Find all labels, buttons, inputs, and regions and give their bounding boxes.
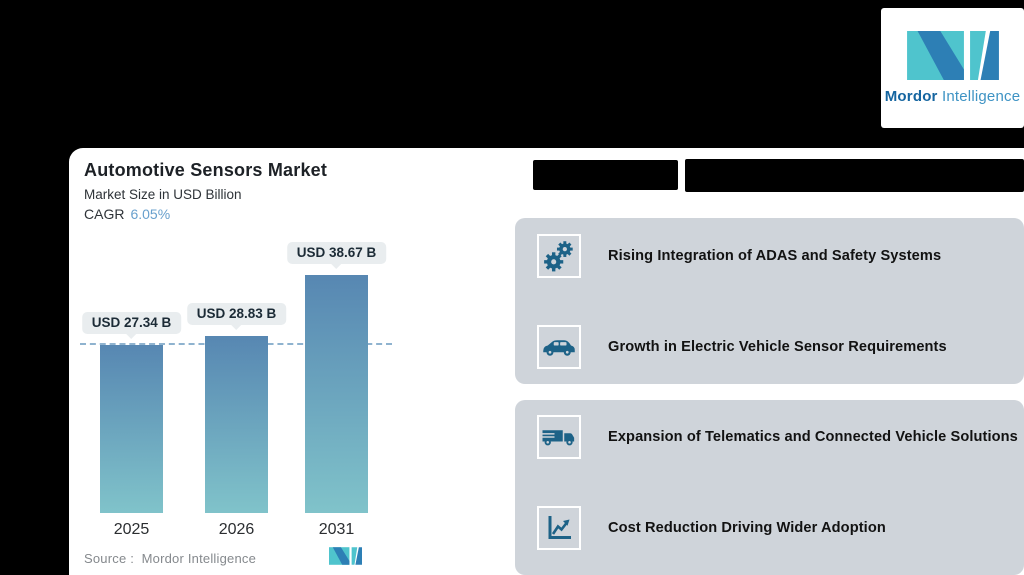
redacted-title-segment — [685, 159, 1024, 192]
driver-row-telematics: Expansion of Telematics and Connected Ve… — [537, 415, 1018, 459]
gears-icon — [537, 234, 581, 278]
bar-value-text: USD 28.83 B — [196, 306, 277, 321]
bar-value-label: USD 38.67 B — [286, 242, 387, 269]
brand-name-bold: Mordor — [884, 88, 938, 105]
bar-2031 — [305, 275, 368, 513]
bar-value-label: USD 27.34 B — [81, 312, 182, 339]
chart-icon — [537, 506, 581, 550]
brand-wordmark: Mordor Intelligence — [885, 88, 1021, 105]
label-pointer — [231, 325, 242, 330]
redacted-title-segment — [533, 160, 678, 190]
bar-chart: USD 27.34 B 2025 USD 28.83 B 2026 USD 38… — [80, 240, 392, 538]
driver-label: Cost Reduction Driving Wider Adoption — [608, 520, 886, 536]
driver-label: Growth in Electric Vehicle Sensor Requir… — [608, 339, 947, 355]
bar-value-label: USD 28.83 B — [186, 303, 287, 330]
source-label: Source : — [84, 551, 135, 566]
truck-icon — [537, 415, 581, 459]
x-tick-2026: 2026 — [218, 521, 255, 538]
car-icon — [537, 325, 581, 369]
driver-row-cost: Cost Reduction Driving Wider Adoption — [537, 506, 886, 550]
cagr-line: CAGR 6.05% — [84, 206, 170, 222]
label-pointer — [126, 334, 137, 339]
drivers-card-2: Expansion of Telematics and Connected Ve… — [515, 400, 1024, 575]
chart-title: Automotive Sensors Market — [84, 160, 328, 180]
mordor-logo-icon — [906, 31, 999, 80]
brand-logo-box: Mordor Intelligence — [881, 8, 1024, 128]
mordor-logo-icon-small — [329, 547, 362, 565]
cagr-value: 6.05% — [130, 206, 171, 222]
x-tick-2031: 2031 — [318, 521, 355, 538]
chart-subtitle: Market Size in USD Billion — [84, 187, 242, 202]
cagr-label: CAGR — [84, 206, 125, 222]
bar-2026 — [205, 336, 268, 513]
driver-label: Expansion of Telematics and Connected Ve… — [608, 429, 1018, 445]
bar-value-text: USD 27.34 B — [91, 315, 172, 330]
label-pointer — [331, 264, 342, 269]
driver-label: Rising Integration of ADAS and Safety Sy… — [608, 248, 942, 264]
bar-2025 — [100, 345, 163, 513]
brand-name-light: Intelligence — [941, 88, 1021, 105]
source-line: Source : Mordor Intelligence — [84, 551, 256, 566]
driver-row-adas: Rising Integration of ADAS and Safety Sy… — [537, 234, 941, 278]
bar-value-text: USD 38.67 B — [296, 245, 377, 260]
driver-row-ev: Growth in Electric Vehicle Sensor Requir… — [537, 325, 947, 369]
x-tick-2025: 2025 — [113, 521, 150, 538]
drivers-card-1: Rising Integration of ADAS and Safety Sy… — [515, 218, 1024, 384]
source-value: Mordor Intelligence — [141, 551, 256, 566]
